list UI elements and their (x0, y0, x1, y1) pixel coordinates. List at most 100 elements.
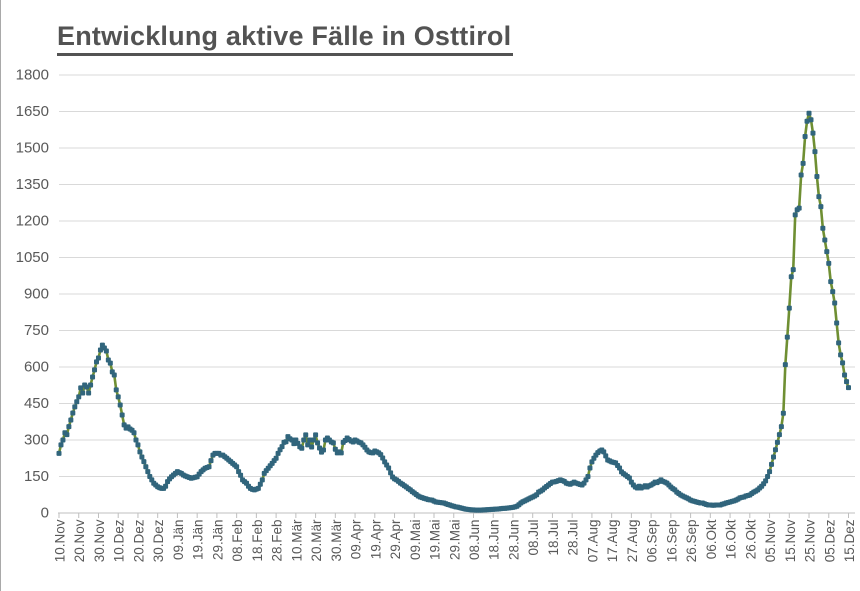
x-tick-label: 08.Jul (526, 520, 541, 556)
x-tick-label: 28.Jul (566, 520, 581, 556)
marker (786, 305, 792, 311)
marker (313, 432, 319, 438)
marker (70, 410, 76, 416)
y-tick-label: 1650 (16, 103, 49, 120)
y-axis-labels: 0 150 300 450 600 750 900 1050 1200 1350 1500 1650 1… (16, 67, 49, 522)
y-tick-label: 450 (24, 395, 49, 412)
marker (763, 478, 769, 484)
marker (94, 359, 99, 365)
marker (603, 453, 609, 459)
marker (814, 173, 820, 179)
chart-title: Entwicklung aktive Fälle in Osttirol (57, 21, 514, 57)
x-tick-label: 07.Aug (585, 520, 600, 563)
marker (826, 260, 832, 266)
marker (303, 432, 309, 438)
marker (812, 149, 818, 155)
x-tick-label: 28.Feb (270, 520, 285, 562)
marker (626, 475, 632, 481)
marker (78, 385, 84, 391)
marker (842, 372, 848, 378)
marker (816, 194, 822, 200)
series-markers (56, 110, 851, 513)
x-tick-label: 05.Nov (763, 519, 778, 562)
marker (72, 404, 78, 410)
marker (255, 485, 261, 491)
x-tick-label: 15.Dez (842, 519, 857, 562)
marker (273, 455, 279, 461)
marker (259, 477, 265, 483)
x-tick-label: 20.Mär (309, 519, 324, 562)
marker (838, 352, 844, 358)
marker (320, 447, 326, 453)
marker (311, 437, 317, 443)
marker (840, 360, 846, 366)
x-tick-label: 19.Jän (191, 520, 206, 561)
y-tick-label: 1500 (16, 140, 49, 157)
x-tick-label: 09.Mai (408, 520, 423, 561)
marker (317, 445, 323, 451)
x-tick-label: 16.Okt (724, 519, 739, 559)
x-tick-label: 30.Nov (92, 519, 107, 562)
marker (380, 455, 386, 461)
marker (115, 394, 121, 400)
marker (95, 355, 101, 361)
x-tick-label: 10.Mär (289, 519, 304, 562)
marker (788, 274, 794, 280)
marker (844, 379, 850, 385)
marker (234, 464, 240, 470)
marker (257, 481, 263, 487)
marker (790, 267, 796, 273)
marker (283, 439, 289, 445)
x-tick-label: 20.Dez (131, 519, 146, 562)
marker (796, 205, 802, 211)
marker (86, 390, 92, 396)
marker (113, 387, 119, 393)
y-tick-label: 900 (24, 286, 49, 303)
x-tick-label: 15.Nov (783, 519, 798, 562)
marker (76, 394, 82, 400)
marker (585, 474, 591, 479)
x-tick-label: 19.Mai (428, 520, 443, 561)
x-tick-label: 19.Apr (368, 519, 383, 559)
marker (299, 445, 305, 451)
window-left-border (0, 0, 1, 591)
marker (145, 469, 151, 475)
marker (84, 384, 90, 390)
marker (119, 412, 125, 418)
x-tick-label: 29.Mai (447, 520, 462, 561)
marker (143, 464, 149, 470)
x-tick-label: 17.Aug (605, 520, 620, 563)
marker (309, 444, 315, 450)
marker (792, 212, 798, 218)
marker (771, 454, 776, 460)
x-tick-label: 18.Feb (250, 520, 265, 562)
y-tick-label: 1800 (16, 67, 49, 84)
marker (806, 110, 812, 116)
x-tick-label: 29.Jän (210, 520, 225, 561)
marker (97, 347, 103, 353)
marker (780, 410, 786, 416)
x-tick-label: 08.Feb (230, 520, 245, 562)
marker (587, 465, 593, 471)
marker (617, 465, 623, 471)
x-tick-label: 26.Sep (684, 520, 699, 563)
marker (386, 465, 392, 471)
marker (92, 367, 98, 373)
gridlines (59, 74, 855, 477)
marker (798, 172, 804, 178)
marker (64, 432, 70, 438)
marker (163, 483, 169, 489)
x-tick-label: 27.Aug (625, 520, 640, 563)
marker (315, 440, 321, 446)
marker (74, 399, 80, 405)
marker (56, 450, 62, 456)
marker (60, 437, 66, 443)
marker (846, 385, 851, 391)
marker (307, 437, 313, 443)
marker (774, 439, 780, 445)
marker (90, 374, 96, 380)
marker (818, 204, 824, 210)
x-tick-label: 09.Apr (349, 519, 364, 559)
